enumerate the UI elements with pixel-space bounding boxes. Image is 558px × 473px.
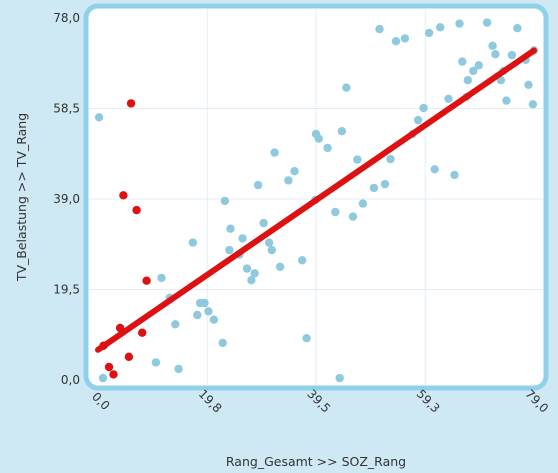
data-point [458,57,467,66]
data-point [502,96,511,105]
data-point [247,276,256,285]
data-point [469,66,478,76]
data-point [335,373,344,383]
y-axis-label: TV_Belastung >> TV_Rang [14,113,29,282]
data-point [94,113,104,122]
data-point [524,80,533,90]
highlight-point [124,352,134,361]
data-point [226,224,235,233]
x-tick-label: 59,3 [414,387,443,416]
highlight-point [132,205,141,215]
data-point [342,83,351,92]
data-point [482,18,492,27]
y-tick-label: 78,0 [53,11,80,25]
data-point [528,100,538,109]
data-point [358,199,368,208]
data-point [204,307,213,316]
highlight-point [126,99,136,108]
x-axis-label: Rang_Gesamt >> SOZ_Rang [226,454,406,469]
x-axis-ticks: 0,0 19,8 39,5 59,3 79,0 [89,387,551,416]
data-point [375,24,384,34]
data-point [436,23,445,32]
data-point [174,364,183,374]
data-point [323,143,332,153]
y-axis-ticks: 78,0 58,5 39,0 19,5 0,0 [53,11,80,387]
data-point [491,50,500,59]
y-tick-label: 0,0 [61,373,80,387]
data-point [369,183,379,193]
data-point [314,134,323,143]
x-tick-label: 79,0 [522,387,551,416]
data-point [264,238,274,247]
data-point [200,298,209,308]
highlight-point [138,328,147,337]
data-point [400,34,410,43]
data-point [267,245,276,255]
data-point [424,28,434,38]
data-point [444,94,453,104]
data-point [386,154,395,164]
data-point [284,176,293,185]
data-point [275,262,285,271]
data-point [353,155,362,164]
highlight-point [104,362,114,372]
data-point [302,334,311,343]
data-point [450,170,459,180]
data-point [218,338,227,348]
data-point [488,41,497,50]
data-point [380,179,390,189]
trendline [95,47,537,353]
x-tick-label: 39,5 [304,387,333,416]
data-point [242,264,252,273]
data-point [270,148,279,157]
data-point [259,218,268,228]
data-point [188,238,198,247]
highlight-point [119,191,128,200]
data-point [463,76,472,85]
x-tick-label: 0,0 [89,389,112,412]
data-point [348,212,358,221]
highlight-point [142,276,151,285]
y-tick-label: 19,5 [53,283,80,297]
highlight-point [109,370,118,379]
data-point [253,180,263,190]
data-point [430,165,439,174]
data-point [455,19,464,28]
y-tick-label: 39,0 [53,192,80,206]
data-point [507,50,517,60]
data-point [220,196,230,206]
data-point [298,256,307,265]
data-point [171,320,180,329]
data-point [157,273,166,283]
data-point [391,37,401,46]
data-point [238,234,247,243]
data-point [151,358,161,367]
data-point [290,167,299,176]
data-point [225,245,234,255]
data-point [250,269,259,278]
data-point [98,373,108,383]
data-point [419,103,428,113]
data-point [513,24,522,33]
trendline-path [95,47,537,353]
y-tick-label: 58,5 [53,102,80,116]
data-point [413,115,423,125]
data-point [331,207,340,217]
data-point [193,310,202,320]
data-point [337,127,347,136]
data-point [474,61,483,70]
data-point [209,315,219,324]
x-tick-label: 19,8 [196,387,225,416]
